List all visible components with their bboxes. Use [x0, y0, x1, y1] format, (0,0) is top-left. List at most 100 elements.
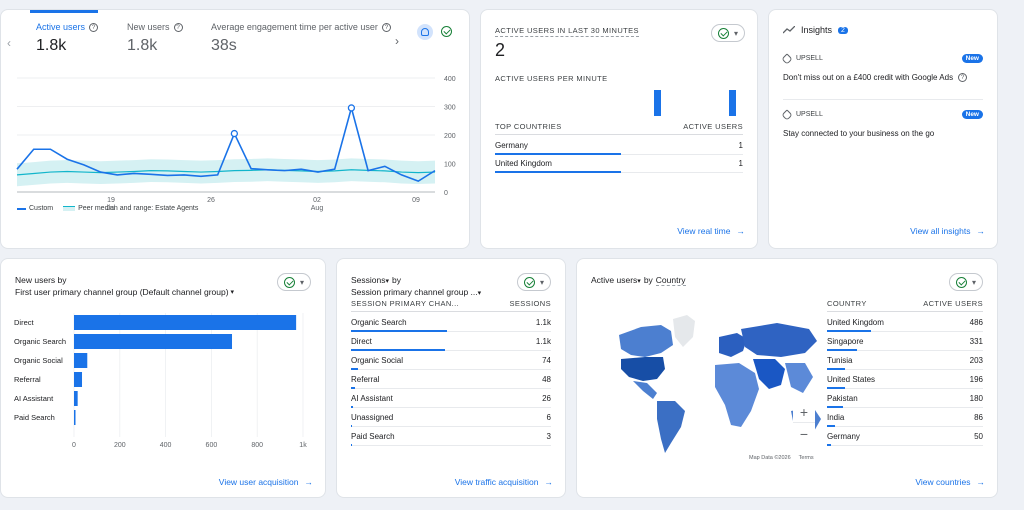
view-user-acquisition-link[interactable]: View user acquisition →: [219, 477, 313, 487]
help-icon: ?: [89, 22, 99, 32]
row-value: 203: [969, 355, 983, 365]
table-row[interactable]: AI Assistant 26: [351, 389, 551, 408]
next-arrow[interactable]: ›: [395, 34, 399, 48]
metric-selector[interactable]: Active users▾: [591, 275, 641, 286]
row-value: 74: [542, 355, 551, 365]
table-row[interactable]: Referral 48: [351, 370, 551, 389]
dimension-selector[interactable]: First user primary channel group (Defaul…: [15, 287, 234, 297]
table-row[interactable]: United States 196: [827, 370, 983, 389]
row-share-bar: [827, 368, 846, 370]
table-row[interactable]: India 86: [827, 408, 983, 427]
table-row[interactable]: Paid Search 3: [351, 427, 551, 446]
col-users: ACTIVE USERS: [683, 122, 743, 131]
x-tick-month: Aug: [311, 205, 324, 212]
chevron-down-icon: ▾: [972, 277, 977, 287]
link-label: View user acquisition: [218, 477, 299, 487]
table-row[interactable]: Germany 50: [827, 427, 983, 446]
view-traffic-acquisition-link[interactable]: View traffic acquisition →: [455, 477, 553, 487]
table-row[interactable]: Pakistan 180: [827, 389, 983, 408]
insights-title: Insights: [801, 25, 833, 35]
realtime-status-chip[interactable]: ▾: [711, 24, 746, 42]
table-row[interactable]: United Kingdom 1: [495, 154, 743, 173]
map-region: [621, 357, 665, 381]
peer-benchmark-button[interactable]: [417, 24, 433, 40]
row-value: 1: [738, 140, 743, 150]
table-row[interactable]: Organic Search 1.1k: [351, 313, 551, 332]
help-icon: ?: [381, 22, 391, 32]
realtime-table-header: TOP COUNTRIES ACTIVE USERS: [495, 122, 743, 135]
metric-selector[interactable]: Sessions▾: [351, 275, 389, 285]
per-minute-bar: [654, 90, 661, 116]
table-row[interactable]: Germany 1: [495, 136, 743, 155]
row-share-bar: [351, 387, 356, 389]
arrow-right-icon: →: [736, 226, 746, 236]
peak-marker: [347, 104, 356, 112]
custom-series-line: [16, 104, 436, 183]
map-region: [753, 359, 785, 389]
new-users-title: New users by: [15, 275, 67, 285]
prev-arrow[interactable]: ‹: [7, 36, 11, 50]
x-tick-month: Jul: [107, 205, 116, 212]
active-tab-indicator: [30, 10, 98, 13]
map-terms-link[interactable]: Terms: [798, 455, 814, 461]
col-sessions: SESSIONS: [509, 299, 551, 308]
link-label: View traffic acquisition: [454, 477, 539, 487]
row-share-bar: [351, 368, 358, 370]
x-tick-label: 19: [107, 197, 115, 204]
row-share-bar: [827, 387, 845, 389]
dropdown-arrow-icon: ▾: [477, 290, 482, 297]
row-share-bar: [495, 171, 621, 173]
check-icon: [718, 27, 729, 39]
row-name: Referral: [351, 374, 380, 384]
table-row[interactable]: Direct 1.1k: [351, 332, 551, 351]
category-label: Referral: [14, 375, 41, 384]
metric-label: Active users: [36, 22, 86, 32]
realtime-card: ACTIVE USERS IN LAST 30 MINUTES 2 ▾ ACTI…: [480, 9, 758, 249]
metric-new-users[interactable]: New users ? 1.8k: [127, 22, 183, 55]
table-row[interactable]: United Kingdom 486: [827, 313, 983, 332]
map-region: [673, 315, 695, 347]
view-all-insights-link[interactable]: View all insights →: [910, 226, 985, 236]
arrow-right-icon: →: [976, 226, 986, 236]
minus-icon: −: [799, 426, 809, 442]
new-users-status-chip[interactable]: ▾: [277, 273, 312, 291]
view-countries-link[interactable]: View countries →: [915, 477, 985, 487]
metric-value: 1.8k: [36, 37, 67, 54]
chevron-down-icon: ▾: [734, 28, 739, 38]
table-row[interactable]: Singapore 331: [827, 332, 983, 351]
link-label: View real time: [677, 226, 731, 236]
table-row[interactable]: Unassigned 6: [351, 408, 551, 427]
new-users-bar-chart: 0 200 400 600 800 1k Direct Organic Search Organ…: [14, 313, 307, 449]
dimension-selector[interactable]: Session primary channel group ...▾: [351, 287, 481, 297]
countries-status-chip[interactable]: ▾: [949, 273, 984, 291]
dimension-selector[interactable]: Country: [655, 275, 686, 286]
insights-count-badge: 2: [838, 26, 848, 34]
chevron-down-icon: ▾: [300, 277, 305, 287]
zoom-out-button[interactable]: −: [793, 423, 815, 445]
view-real-time-link[interactable]: View real time →: [677, 226, 745, 236]
status-ok-icon[interactable]: [441, 26, 452, 37]
row-value: 86: [974, 412, 983, 422]
insight-tag: UPSELL: [796, 111, 823, 118]
table-row[interactable]: Organic Social 74: [351, 351, 551, 370]
help-icon: ?: [958, 73, 968, 82]
realtime-title: ACTIVE USERS IN LAST 30 MINUTES: [495, 26, 639, 37]
insight-item[interactable]: UPSELL New Don't miss out on a £400 cred…: [781, 52, 983, 100]
col-users: ACTIVE USERS: [923, 299, 983, 308]
sessions-card: Sessions▾ by Session primary channel gro…: [336, 258, 566, 498]
sessions-status-chip[interactable]: ▾: [517, 273, 552, 291]
metric-engagement-time[interactable]: Average engagement time per active user …: [211, 22, 391, 55]
zoom-in-button[interactable]: +: [793, 401, 815, 423]
dimension-label: Session primary channel group ...: [351, 287, 478, 297]
bar: [74, 334, 233, 349]
countries-table-header: COUNTRY ACTIVE USERS: [827, 299, 983, 312]
col-country: TOP COUNTRIES: [495, 122, 562, 131]
row-value: 6: [546, 412, 551, 422]
metric-active-users[interactable]: Active users ? 1.8k: [36, 22, 99, 55]
metric-label: Active users: [591, 275, 638, 285]
legend-label-peer: Peer median and range: Estate Agents: [78, 205, 199, 212]
chart-legend: Custom Peer median and range: Estate Age…: [17, 205, 198, 212]
table-row[interactable]: Tunisia 203: [827, 351, 983, 370]
y-tick-label: 0: [444, 190, 448, 197]
insight-item[interactable]: UPSELL New Stay connected to your busine…: [781, 108, 983, 150]
